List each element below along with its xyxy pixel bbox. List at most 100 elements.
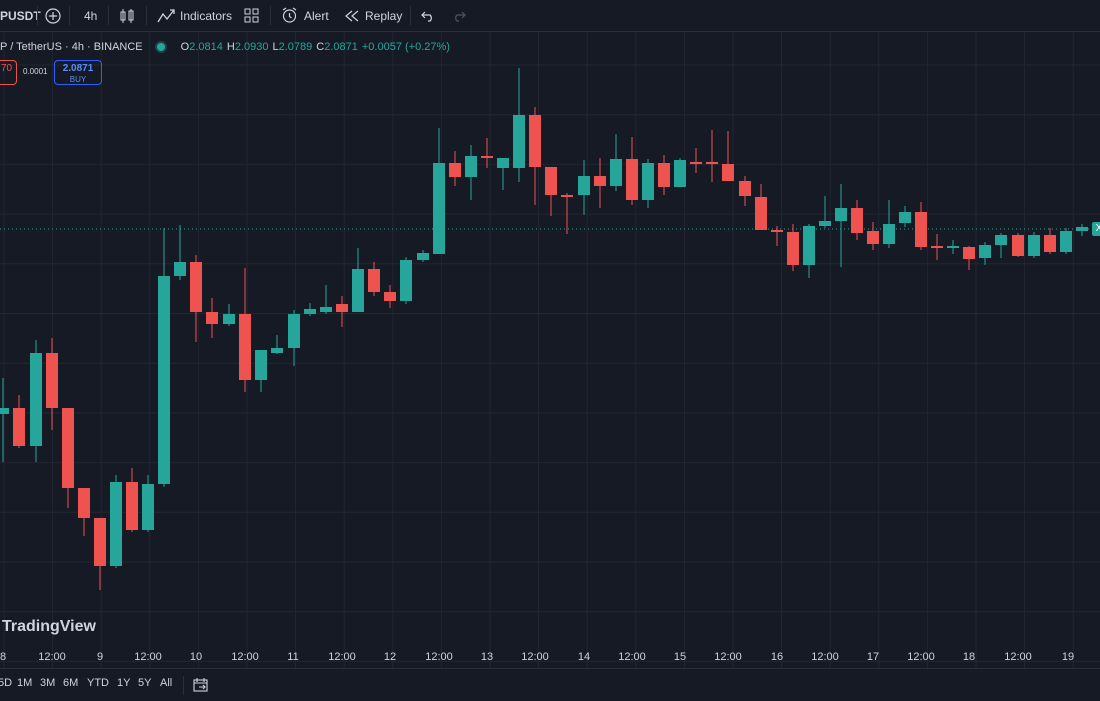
time-axis-label: 16 bbox=[771, 651, 783, 663]
legend-pair: P / TetherUS · 4h · BINANCE bbox=[0, 41, 143, 53]
low-label: L bbox=[272, 41, 279, 53]
candle-body bbox=[336, 304, 348, 312]
candle-body bbox=[0, 408, 9, 414]
candle-body bbox=[62, 408, 74, 488]
alert-button[interactable]: Alert bbox=[281, 0, 329, 31]
candle-body bbox=[610, 159, 622, 186]
open-value: 2.0814 bbox=[189, 41, 223, 53]
templates-icon bbox=[244, 8, 260, 24]
bar-style-icon bbox=[119, 7, 135, 25]
buy-button[interactable]: 2.0871 BUY bbox=[54, 60, 102, 85]
goto-date-icon[interactable] bbox=[193, 677, 209, 698]
time-axis-label: 13 bbox=[481, 651, 493, 663]
toolbar-divider bbox=[108, 6, 109, 25]
range-5y[interactable]: 5Y bbox=[138, 677, 152, 689]
candle-body bbox=[304, 309, 316, 314]
low-value: 2.0789 bbox=[278, 41, 313, 53]
interval-button[interactable]: 4h bbox=[84, 0, 97, 31]
replay-label: Replay bbox=[365, 8, 403, 23]
indicators-button[interactable]: Indicators bbox=[157, 0, 232, 31]
range-6m[interactable]: 6M bbox=[63, 677, 79, 689]
close-value: 2.0871 bbox=[324, 41, 358, 53]
time-axis-label: 12:00 bbox=[425, 651, 453, 663]
range-ytd[interactable]: YTD bbox=[87, 677, 109, 689]
candle-body bbox=[722, 164, 734, 181]
add-symbol-icon bbox=[45, 7, 61, 24]
candle-body bbox=[271, 348, 283, 353]
range-5d[interactable]: 5D bbox=[0, 677, 13, 689]
change-value: +0.0057 (+0.27%) bbox=[361, 41, 450, 53]
open-label: O bbox=[180, 41, 190, 53]
time-axis-label: 12:00 bbox=[714, 651, 742, 663]
sell-button[interactable]: 70 bbox=[0, 60, 17, 85]
candle-body bbox=[1012, 235, 1024, 256]
candle-body bbox=[465, 156, 477, 177]
candle-body bbox=[433, 163, 445, 254]
range-3m[interactable]: 3M bbox=[40, 677, 56, 689]
candle-body bbox=[255, 350, 267, 380]
time-axis-label: 15 bbox=[674, 651, 686, 663]
candle-body bbox=[78, 488, 90, 518]
price-chart[interactable]: 8 12:00 9 12:00 10 12:00 11 12:00 12 12:00 13 12:00… bbox=[0, 32, 1100, 668]
time-axis-label: 12:00 bbox=[1004, 651, 1032, 663]
candle-body bbox=[1044, 235, 1056, 252]
candle-body bbox=[642, 163, 654, 200]
time-axis-label: 9 bbox=[97, 651, 103, 663]
interval-label: 4h bbox=[84, 8, 98, 23]
candle-body bbox=[174, 262, 186, 276]
toolbar-divider bbox=[146, 6, 147, 25]
candle-body bbox=[626, 159, 638, 200]
chart-type-button[interactable] bbox=[119, 0, 135, 31]
time-axis-label: 12:00 bbox=[38, 651, 66, 663]
indicators-icon bbox=[157, 8, 175, 24]
candle-body bbox=[931, 246, 943, 248]
candle-body bbox=[883, 224, 895, 244]
candle-body bbox=[578, 176, 590, 195]
symbol-legend: P / TetherUS · 4h · BINANCE O 2.0814 H 2.0… bbox=[0, 38, 454, 56]
templates-button[interactable] bbox=[244, 0, 260, 31]
range-1m[interactable]: 1M bbox=[17, 677, 33, 689]
candle-body bbox=[126, 482, 138, 530]
candle-body bbox=[158, 276, 170, 484]
symbol-search-button[interactable]: PUSDT bbox=[0, 0, 41, 31]
time-axis-label: 8 bbox=[0, 651, 6, 663]
time-axis-label: 18 bbox=[963, 651, 975, 663]
sell-price: 70 bbox=[0, 63, 13, 74]
candle-body bbox=[110, 482, 122, 566]
toolbar-divider bbox=[183, 676, 184, 695]
close-label: C bbox=[316, 41, 325, 53]
candle-body bbox=[384, 292, 396, 301]
high-value: 2.0930 bbox=[234, 41, 269, 53]
candle-body bbox=[819, 221, 831, 226]
candle-body bbox=[94, 518, 106, 566]
compare-button[interactable] bbox=[45, 0, 61, 31]
toolbar-divider bbox=[270, 6, 271, 25]
candle-body bbox=[497, 158, 509, 168]
undo-button[interactable] bbox=[421, 0, 435, 31]
time-axis-label: 12:00 bbox=[618, 651, 646, 663]
candle-body bbox=[513, 115, 525, 168]
buy-price: 2.0871 bbox=[62, 63, 94, 74]
candle-body bbox=[223, 314, 235, 324]
candle-body bbox=[658, 163, 670, 187]
tradingview-watermark: TradingView bbox=[2, 618, 96, 635]
time-axis-label: 11 bbox=[287, 651, 298, 663]
toolbar-divider bbox=[410, 6, 411, 25]
candle-body bbox=[30, 353, 42, 446]
candle-body bbox=[835, 208, 847, 221]
replay-button[interactable]: Replay bbox=[345, 0, 402, 31]
candle-body bbox=[368, 269, 380, 292]
candle-body bbox=[545, 167, 557, 195]
candle-body bbox=[690, 162, 702, 164]
candle-body bbox=[1076, 227, 1088, 231]
replay-icon bbox=[345, 10, 359, 22]
time-axis-label: 10 bbox=[190, 651, 202, 663]
range-all[interactable]: All bbox=[160, 677, 173, 689]
candle-body bbox=[1060, 231, 1072, 252]
redo-button[interactable] bbox=[452, 0, 466, 31]
spread-value: 0.0001 bbox=[23, 67, 48, 76]
candle-body bbox=[400, 260, 412, 301]
candle-body bbox=[851, 208, 863, 233]
range-1y[interactable]: 1Y bbox=[117, 677, 131, 689]
candle-body bbox=[529, 115, 541, 167]
